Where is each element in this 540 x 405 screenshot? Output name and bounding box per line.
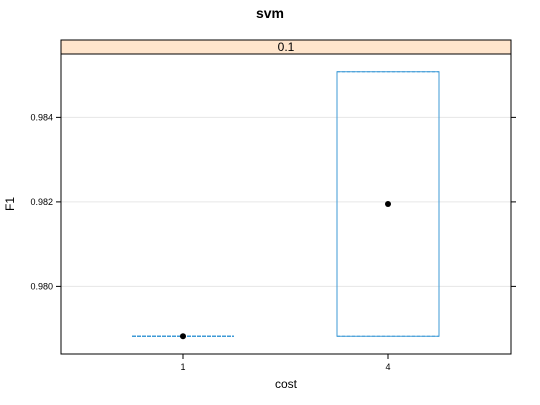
- strip: 0.1: [60, 39, 512, 55]
- plot-frame: [60, 53, 512, 355]
- axes: 0.980 0.982 0.984 1 4: [30, 112, 516, 372]
- y-tick-label: 0.982: [30, 197, 53, 207]
- x-tick-label: 1: [180, 362, 185, 372]
- grid: [61, 116, 511, 287]
- chart-title: svm: [256, 5, 284, 21]
- x-tick-label: 4: [385, 362, 390, 372]
- x-axis-label: cost: [275, 377, 298, 391]
- y-tick-label: 0.980: [30, 281, 53, 291]
- boxes: [132, 71, 440, 340]
- median-point: [180, 333, 186, 340]
- median-point: [385, 201, 391, 207]
- y-tick-label: 0.984: [30, 112, 53, 122]
- strip-label: 0.1: [278, 40, 295, 54]
- y-axis-label: F1: [3, 197, 17, 211]
